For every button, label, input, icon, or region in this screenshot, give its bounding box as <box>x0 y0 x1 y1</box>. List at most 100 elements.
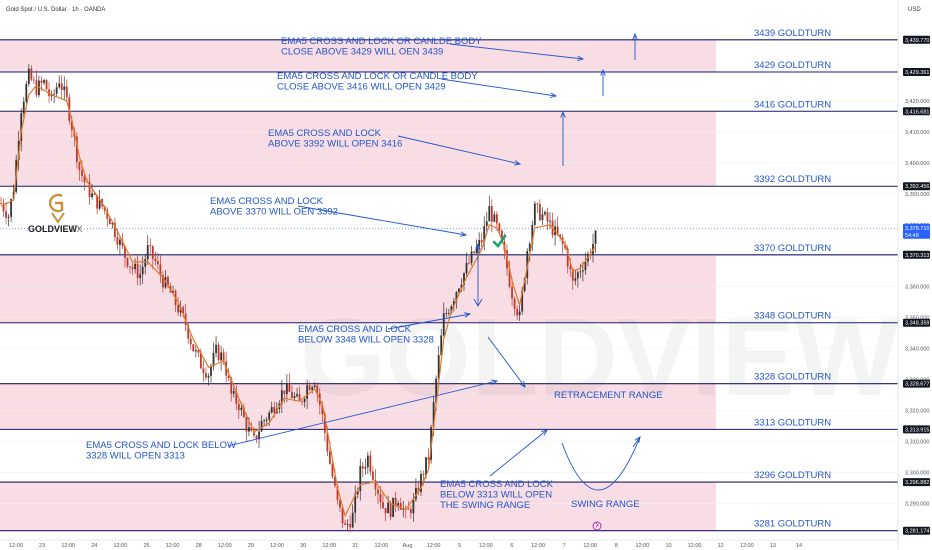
candle-body <box>359 466 362 492</box>
annotation-text: 3328 WILL OPEN 3313 <box>86 451 185 462</box>
candle-body <box>354 494 357 513</box>
candle-body <box>182 307 185 314</box>
candle-body <box>389 502 392 518</box>
candle-body <box>205 372 207 378</box>
candle-body <box>334 476 336 486</box>
candle-body <box>78 162 81 170</box>
candle-body <box>230 378 233 394</box>
candle-body <box>412 499 415 514</box>
candle-body <box>187 325 190 339</box>
x-tick-label: 8 <box>615 543 618 549</box>
candle-body <box>465 262 468 274</box>
level-price-tag-text: 3,439.770 <box>905 38 929 44</box>
candle-body <box>369 455 372 472</box>
candle-body <box>422 474 425 476</box>
y-tick-label: 3,340.000 <box>905 347 929 353</box>
candle-body <box>516 308 519 316</box>
candle-body <box>372 471 374 480</box>
candle-body <box>285 383 288 395</box>
candle-body <box>232 391 235 394</box>
candle-body <box>58 83 61 88</box>
candle-body <box>311 387 314 391</box>
candle-body <box>394 497 397 506</box>
candle-body <box>407 508 410 510</box>
candle-body <box>237 403 240 411</box>
candle-body <box>96 194 99 209</box>
candle-body <box>513 298 516 309</box>
x-tick-label: 12:00 <box>740 543 754 549</box>
level-label: 3328 GOLDTURN <box>754 372 831 383</box>
candle-body <box>301 401 303 403</box>
candle-body <box>263 420 266 422</box>
candle-body <box>149 245 152 247</box>
candle-body <box>303 398 306 403</box>
level-label: 3439 GOLDTURN <box>754 28 831 39</box>
arrow-head <box>560 110 566 118</box>
candle-body <box>197 350 200 353</box>
candle-body <box>460 284 463 289</box>
watermark-text: GOLDVIEW <box>300 296 899 419</box>
x-tick-label: 12:00 <box>61 543 75 549</box>
candle-body <box>240 407 243 411</box>
candle-body <box>76 136 78 163</box>
candle-body <box>425 457 427 476</box>
candle-body <box>136 263 139 279</box>
level-price-tag-text: 3,392.456 <box>905 184 929 190</box>
level-price-tag <box>903 68 930 77</box>
current-price-tag <box>903 223 930 239</box>
candle-body <box>349 524 352 528</box>
x-tick-label: 29 <box>248 543 254 549</box>
candle-body <box>344 523 346 525</box>
candle-body <box>91 193 93 198</box>
candle-body <box>70 120 73 131</box>
annotation-text: EMA5 CROSS AND LOCK OR CANDLE BODY <box>277 71 478 82</box>
x-tick-label: 12:00 <box>531 543 545 549</box>
level-price-tag <box>903 478 930 487</box>
y-tick-label: 3,350.000 <box>905 316 929 322</box>
candle-body <box>126 257 129 267</box>
candle-body <box>452 301 455 307</box>
current-price-text: 3,378.710 <box>905 226 929 232</box>
candle-body <box>298 394 301 402</box>
ema5-line <box>0 84 596 518</box>
arrow-line <box>489 429 548 477</box>
candle-body <box>549 220 551 222</box>
candle-body <box>124 246 126 258</box>
annotation-text: ABOVE 3392 WILL OPEN 3416 <box>268 139 402 150</box>
y-tick-label: 3,400.000 <box>905 161 929 167</box>
candle-body <box>384 508 387 514</box>
candle-body <box>250 427 253 431</box>
candle-body <box>455 292 458 302</box>
level-label: 3313 GOLDTURN <box>754 417 831 428</box>
candle-body <box>65 86 68 98</box>
candle-body <box>134 263 136 270</box>
swing-curve <box>561 436 641 491</box>
candle-body <box>432 402 435 428</box>
candle-body <box>351 512 354 528</box>
candle-body <box>88 181 91 198</box>
logo-chevron-icon <box>51 212 65 224</box>
level-price-tag-text: 3,313.915 <box>905 427 929 433</box>
x-tick-label: 12:00 <box>270 543 284 549</box>
candle-body <box>346 524 349 525</box>
candle-body <box>220 352 223 361</box>
candle-body <box>306 385 309 399</box>
arrow-head <box>550 92 558 98</box>
candle-body <box>235 391 238 404</box>
level-label: 3370 GOLDTURN <box>754 243 831 254</box>
candle-body <box>531 224 534 244</box>
arrow-head <box>460 231 468 237</box>
x-tick-label: 31 <box>352 543 358 549</box>
symbol-title: Gold Spot / U.S. Dollar · 1h · OANDA <box>6 7 105 13</box>
candle-body <box>528 243 531 252</box>
candle-body <box>468 262 470 264</box>
zone-band <box>0 383 716 430</box>
candle-body <box>447 312 450 314</box>
candle-body <box>167 277 169 287</box>
candle-body <box>526 251 529 279</box>
candle-body <box>356 491 359 495</box>
candle-body <box>559 234 562 238</box>
candle-body <box>387 502 389 514</box>
level-label: 3296 GOLDTURN <box>754 470 831 481</box>
